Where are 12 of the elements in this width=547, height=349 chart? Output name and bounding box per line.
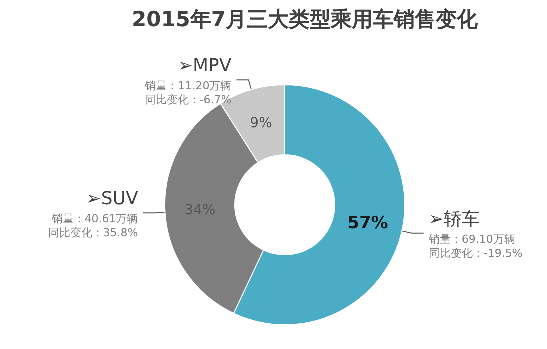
text: 销量：69.10万辆 — [428, 232, 516, 246]
text: 同比变化：-6.7% — [144, 94, 232, 107]
text: 同比变化：35.8% — [48, 226, 138, 240]
text: 同比变化：-19.5% — [428, 246, 523, 260]
text: 销量：11.20万辆 — [144, 80, 232, 93]
data-label: 57% — [348, 214, 388, 234]
data-label: 9% — [250, 115, 272, 132]
text: 销量：40.61万辆 — [50, 212, 138, 226]
slice-label: ➢轿车 — [428, 208, 480, 230]
chart-title: 2015年7月三大类型乘用车销售变化 — [132, 8, 480, 32]
slice-label: ➢MPV — [178, 56, 232, 77]
slice-label: ➢SUV — [86, 188, 139, 210]
